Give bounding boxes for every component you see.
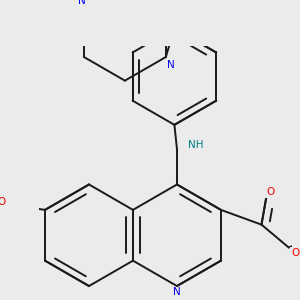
Text: NH: NH: [188, 140, 204, 150]
Text: N: N: [173, 287, 181, 297]
Text: O: O: [291, 248, 299, 258]
Text: O: O: [0, 197, 6, 207]
Text: N: N: [78, 0, 85, 6]
Text: N: N: [167, 60, 175, 70]
Text: O: O: [266, 187, 274, 197]
